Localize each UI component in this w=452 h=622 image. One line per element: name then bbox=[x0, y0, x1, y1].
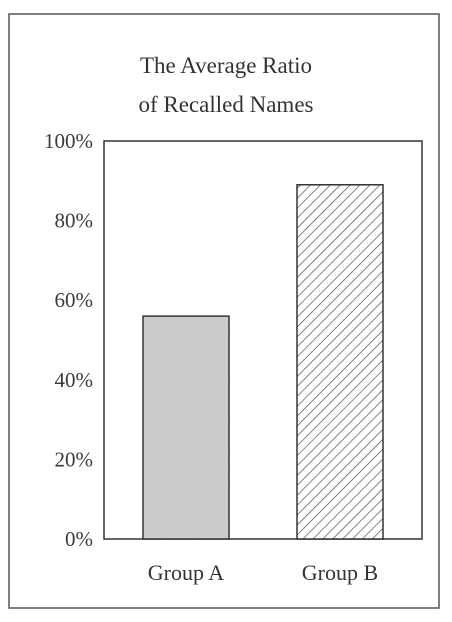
plot-area bbox=[103, 140, 423, 540]
y-tick-label: 80% bbox=[55, 209, 94, 233]
bars bbox=[142, 184, 384, 540]
bar-texture bbox=[144, 317, 228, 538]
chart-title-line-1: The Average Ratio bbox=[140, 53, 312, 78]
y-tick-label: 20% bbox=[55, 447, 94, 471]
x-axis-category-labels: Group A Group B bbox=[148, 560, 378, 585]
bar-group-b bbox=[296, 184, 384, 540]
category-label: Group B bbox=[302, 560, 378, 585]
y-tick-label: 40% bbox=[55, 368, 94, 392]
y-tick-label: 60% bbox=[55, 288, 94, 312]
y-tick-label: 100% bbox=[44, 129, 93, 153]
chart-title-line-2: of Recalled Names bbox=[139, 92, 314, 117]
category-label: Group A bbox=[148, 560, 225, 585]
y-tick-label: 0% bbox=[65, 527, 93, 551]
outer-frame bbox=[8, 13, 440, 609]
y-axis-tick-labels: 0% 20% 40% 60% 80% 100% bbox=[44, 129, 93, 551]
